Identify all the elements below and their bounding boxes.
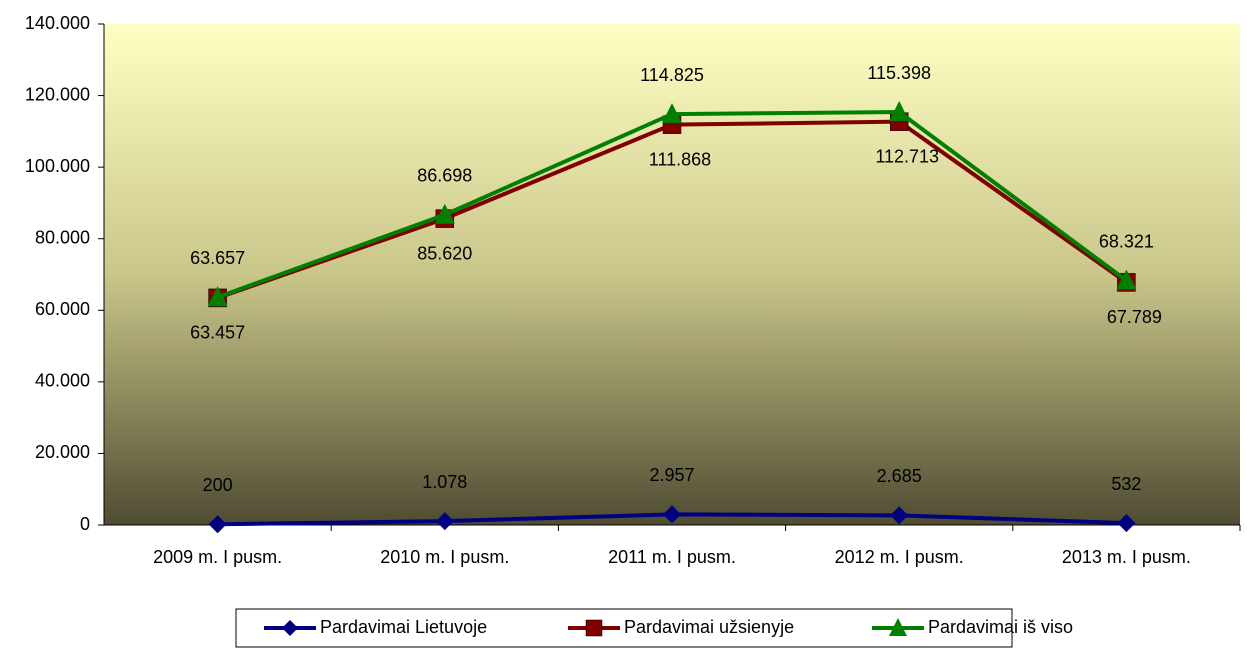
data-label: 86.698 xyxy=(417,165,472,185)
y-tick-label: 80.000 xyxy=(35,227,90,247)
data-label: 112.713 xyxy=(875,146,939,166)
data-label: 1.078 xyxy=(422,472,467,492)
marker xyxy=(663,505,681,524)
data-label: 114.825 xyxy=(640,65,704,85)
y-tick-label: 140.000 xyxy=(25,13,90,33)
marker xyxy=(282,620,298,636)
x-tick-label: 2013 m. I pusm. xyxy=(1062,547,1191,567)
y-tick-label: 20.000 xyxy=(35,442,90,462)
legend-label: Pardavimai Lietuvoje xyxy=(320,617,487,637)
marker xyxy=(208,515,227,534)
legend-label: Pardavimai užsienyje xyxy=(624,617,794,637)
marker xyxy=(207,286,228,307)
marker xyxy=(585,619,603,637)
data-label: 2.685 xyxy=(877,466,922,486)
y-tick-label: 100.000 xyxy=(25,156,90,176)
data-label: 63.657 xyxy=(190,248,245,268)
x-tick-label: 2012 m. I pusm. xyxy=(835,547,964,567)
data-label: 63.457 xyxy=(190,323,245,343)
marker xyxy=(889,101,910,122)
data-label: 111.868 xyxy=(649,149,711,169)
data-label: 67.789 xyxy=(1107,307,1162,327)
legend-label: Pardavimai iš viso xyxy=(928,617,1073,637)
data-label: 200 xyxy=(203,475,233,495)
y-tick-label: 60.000 xyxy=(35,299,90,319)
marker xyxy=(435,512,454,531)
marker xyxy=(662,103,682,124)
y-tick-label: 0 xyxy=(80,514,90,534)
marker xyxy=(889,618,907,636)
data-label: 115.398 xyxy=(867,63,931,83)
x-tick-label: 2011 m. I pusm. xyxy=(608,547,736,567)
marker xyxy=(890,506,909,525)
data-label: 532 xyxy=(1111,474,1141,494)
x-tick-label: 2010 m. I pusm. xyxy=(380,547,509,567)
marker xyxy=(1116,269,1137,290)
marker xyxy=(434,203,455,224)
data-label: 85.620 xyxy=(417,243,472,263)
data-label: 2.957 xyxy=(649,465,694,485)
marker xyxy=(1117,514,1136,533)
x-tick-label: 2009 m. I pusm. xyxy=(153,547,282,567)
data-label: 68.321 xyxy=(1099,231,1154,251)
y-tick-label: 40.000 xyxy=(35,371,90,391)
y-tick-label: 120.000 xyxy=(25,84,90,104)
